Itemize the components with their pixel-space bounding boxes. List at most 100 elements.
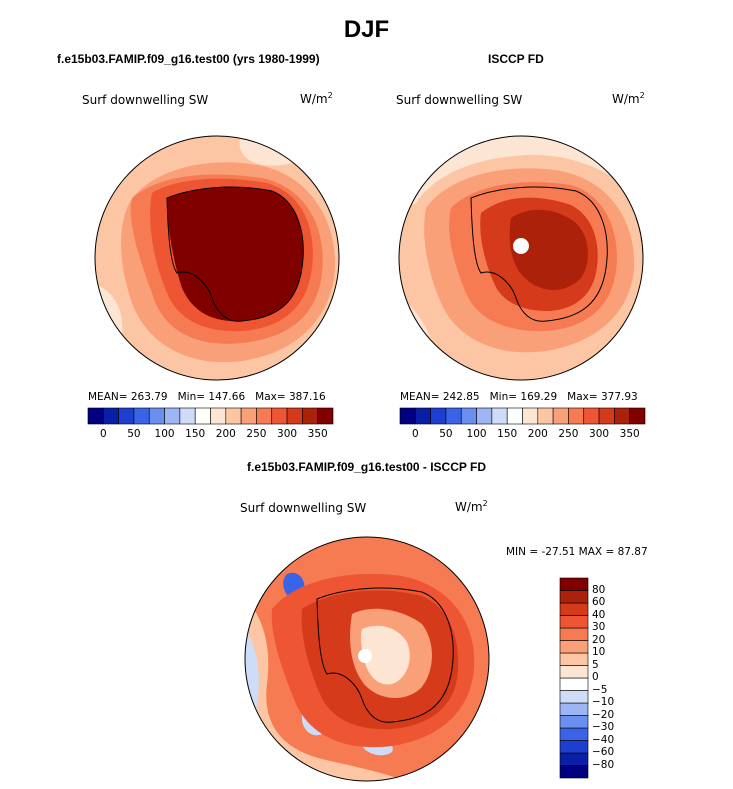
colorbar-swatch <box>286 407 303 425</box>
colorbar-tick-label: 150 <box>497 428 518 440</box>
panel-2-mean: MEAN= 242.85 <box>400 391 480 403</box>
colorbar-tick-label: 300 <box>589 428 610 440</box>
panel-1-band-maroon <box>167 187 304 322</box>
colorbar-swatch <box>559 702 589 716</box>
colorbar-tick-label: −5 <box>592 683 608 696</box>
colorbar-swatch <box>629 407 646 425</box>
colorbar-swatch <box>559 640 589 654</box>
colorbar-swatch <box>302 407 318 425</box>
colorbar-swatch <box>559 677 589 691</box>
colorbar-tick-label: 100 <box>466 428 487 440</box>
colorbar-tick-label: 200 <box>215 428 236 440</box>
colorbar-swatch <box>240 407 257 425</box>
colorbar-swatch <box>164 407 181 425</box>
panel-1-colorbar <box>87 407 334 425</box>
panel-3-units: W/m2 <box>455 499 488 514</box>
colorbar-swatch <box>415 407 431 425</box>
colorbar-tick-label: 20 <box>592 633 606 646</box>
panel-2-stats: MEAN= 242.85 Min= 169.29 Max= 377.93 <box>400 391 638 403</box>
colorbar-swatch <box>559 765 589 779</box>
panel-2-coastline <box>470 186 608 322</box>
colorbar-swatch <box>522 407 539 425</box>
colorbar-swatch <box>506 407 523 425</box>
panel-2-title: ISCCP FD <box>488 52 544 66</box>
colorbar-swatch <box>399 407 416 425</box>
panel-1-polar-map <box>94 135 340 381</box>
panel-3-field-label: Surf downwelling SW <box>240 501 367 515</box>
panel-2-band-dark-red <box>509 209 588 290</box>
colorbar-swatch <box>559 590 589 604</box>
panel-3-title: f.e15b03.FAMIP.f09_g16.test00 - ISCCP FD <box>247 460 486 474</box>
colorbar-tick-label: 50 <box>127 428 141 440</box>
colorbar-swatch <box>559 690 589 704</box>
colorbar-swatch <box>552 407 569 425</box>
panel-1-min: Min= 147.66 <box>177 391 246 403</box>
colorbar-tick-label: −80 <box>592 758 615 771</box>
panel-2-colorbar-ticks: 0 50 100 150 200 250 300 350 <box>400 428 645 442</box>
panel-1-map-border <box>94 135 340 381</box>
panel-2-pole-hole <box>513 238 529 254</box>
panel-2-map-border <box>398 135 644 381</box>
colorbar-tick-label: 100 <box>154 428 175 440</box>
colorbar-swatch <box>559 577 589 591</box>
colorbar-tick-label: 40 <box>592 608 606 621</box>
colorbar-swatch <box>559 652 589 666</box>
colorbar-swatch <box>559 665 589 679</box>
panel-1-field-label: Surf downwelling SW <box>82 93 209 107</box>
colorbar-swatch <box>491 407 508 425</box>
colorbar-tick-label: −40 <box>592 733 615 746</box>
panel-1-mean: MEAN= 263.79 <box>88 391 168 403</box>
colorbar-swatch <box>559 727 589 741</box>
colorbar-swatch <box>430 407 447 425</box>
colorbar-swatch <box>317 407 334 425</box>
colorbar-swatch <box>559 752 589 766</box>
figure-title: DJF <box>343 16 390 43</box>
colorbar-tick-label: 250 <box>558 428 579 440</box>
colorbar-swatch <box>559 602 589 616</box>
colorbar-swatch <box>133 407 150 425</box>
colorbar-tick-label: 0 <box>592 671 599 683</box>
colorbar-swatch <box>148 407 165 425</box>
panel-3-coastline <box>316 587 454 723</box>
colorbar-tick-label: 350 <box>307 428 328 440</box>
colorbar-swatch <box>476 407 493 425</box>
panel-3-map-border <box>244 536 490 782</box>
colorbar-tick-label: 250 <box>246 428 267 440</box>
colorbar-swatch <box>559 615 589 629</box>
colorbar-swatch <box>598 407 615 425</box>
colorbar-swatch <box>559 740 589 754</box>
colorbar-swatch <box>537 407 554 425</box>
colorbar-tick-label: 30 <box>592 621 606 633</box>
colorbar-swatch <box>614 407 630 425</box>
colorbar-swatch <box>568 407 585 425</box>
panel-1-coastline <box>166 186 304 322</box>
colorbar-tick-label: −60 <box>592 746 615 758</box>
colorbar-tick-label: 300 <box>277 428 298 440</box>
panel-2-field-label: Surf downwelling SW <box>396 93 523 107</box>
panel-1-max: Max= 387.16 <box>255 391 326 403</box>
colorbar-tick-label: −10 <box>592 696 615 708</box>
panel-3-minmax: MIN = -27.51 MAX = 87.87 <box>506 546 648 558</box>
colorbar-tick-label: 0 <box>99 428 107 440</box>
panel-2-polar-map <box>398 135 644 381</box>
panel-2-colorbar <box>399 407 646 425</box>
colorbar-swatch <box>445 407 462 425</box>
colorbar-swatch <box>179 407 196 425</box>
panel-3-colorbar-ticks: −80 −60 −40 −30 −20 −10 −5 0 5 10 20 30 40 60 80 <box>592 578 632 778</box>
panel-3-polar-map <box>244 536 490 782</box>
colorbar-tick-label: −20 <box>592 708 615 721</box>
panel-1-colorbar-ticks: 0 50 100 150 200 250 300 350 <box>88 428 333 442</box>
colorbar-swatch <box>103 407 119 425</box>
panel-2-max: Max= 377.93 <box>567 391 638 403</box>
panel-1-title: f.e15b03.FAMIP.f09_g16.test00 (yrs 1980-… <box>57 52 320 66</box>
colorbar-swatch <box>87 407 104 425</box>
colorbar-swatch <box>194 407 211 425</box>
colorbar-tick-label: 60 <box>592 596 606 608</box>
panel-3-colorbar <box>559 577 589 779</box>
colorbar-tick-label: 50 <box>439 428 453 440</box>
colorbar-tick-label: 200 <box>527 428 548 440</box>
panel-2-min: Min= 169.29 <box>489 391 558 403</box>
colorbar-tick-label: 150 <box>185 428 206 440</box>
panel-1-stats: MEAN= 263.79 Min= 147.66 Max= 387.16 <box>88 391 326 403</box>
panel-2-units: W/m2 <box>612 91 645 106</box>
